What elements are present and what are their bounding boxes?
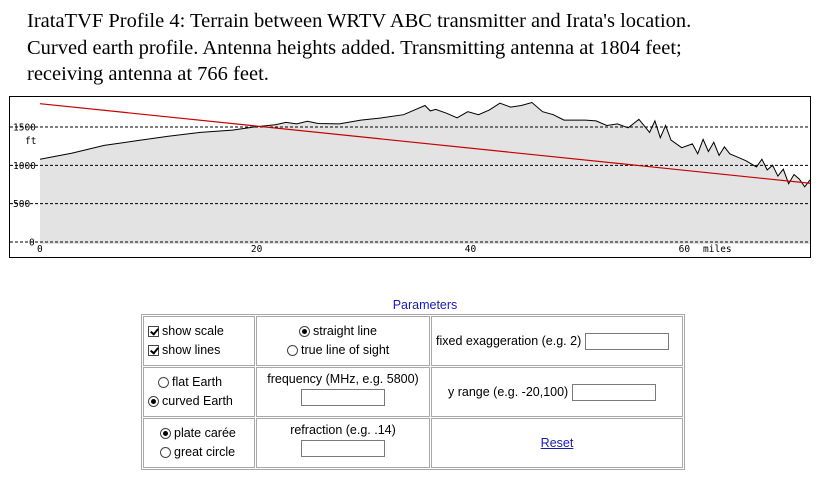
heading-line-3: receiving antenna at 766 feet. [27, 63, 269, 85]
show-lines-check-icon[interactable] [148, 345, 159, 356]
earth-model-cell: flat Earth curved Earth [143, 367, 255, 417]
reset-link[interactable]: Reset [540, 436, 574, 450]
x-axis-unit-label: miles [703, 244, 732, 255]
y-tick-label-0: 0 [29, 238, 35, 249]
fixed-exaggeration-input[interactable] [584, 332, 669, 350]
show-lines-checkbox[interactable]: show lines [148, 341, 250, 360]
straight-line-radio[interactable]: straight line [261, 322, 425, 341]
great-circle-label: great circle [174, 445, 236, 459]
straight-line-radio-icon[interactable] [299, 326, 310, 337]
flat-earth-label: flat Earth [172, 375, 223, 389]
refraction-input[interactable] [301, 440, 385, 457]
great-circle-radio[interactable]: great circle [148, 443, 250, 462]
y-tick-label-1500: 1500 [13, 123, 36, 134]
show-lines-label: show lines [162, 343, 221, 357]
frequency-label: frequency (MHz, e.g. 5800) [267, 372, 419, 386]
scale-options-cell: show scale show lines [143, 316, 255, 366]
true-los-label: true line of sight [301, 343, 390, 357]
plate-caree-label: plate carée [174, 426, 236, 440]
refraction-label: refraction (e.g. .14) [290, 423, 396, 437]
reset-cell: Reset [431, 418, 683, 468]
fixed-exaggeration-label: fixed exaggeration (e.g. 2) [436, 333, 582, 348]
y-range-cell: y range (e.g. -20,100) [431, 367, 683, 417]
plate-caree-radio-icon[interactable] [160, 428, 171, 439]
parameters-title: Parameters [392, 298, 458, 312]
straight-line-label: straight line [313, 324, 377, 338]
show-scale-checkbox[interactable]: show scale [148, 322, 250, 341]
terrain-profile-svg: 500 1000 1500 ft 00 20 40 60 miles [10, 101, 810, 255]
y-axis-unit-label: ft [25, 136, 36, 147]
projection-cell: plate carée great circle [143, 418, 255, 468]
x-tick-label-60: 60 [679, 244, 691, 255]
y-range-label: y range (e.g. -20,100) [448, 384, 569, 399]
heading-line-2: Curved earth profile. Antenna heights ad… [27, 36, 682, 59]
y-range-input[interactable] [571, 383, 656, 401]
y-tick-label-500: 500 [13, 199, 30, 210]
terrain-outline [39, 101, 810, 188]
flat-earth-radio[interactable]: flat Earth [148, 373, 250, 392]
frequency-input[interactable] [301, 389, 385, 406]
terrain-area [40, 102, 810, 244]
parameters-table: show scale show lines straight line true… [141, 314, 685, 470]
plate-caree-radio[interactable]: plate carée [148, 424, 250, 443]
true-los-radio-icon[interactable] [287, 345, 298, 356]
terrain-profile-chart: 500 1000 1500 ft 0 0 20 40 60 miles [9, 96, 811, 258]
true-los-radio[interactable]: true line of sight [261, 341, 425, 360]
curved-earth-radio[interactable]: curved Earth [148, 392, 250, 411]
refraction-cell: refraction (e.g. .14) [256, 418, 430, 468]
page-heading: IrataTVF Profile 4: Terrain between WRTV… [27, 8, 812, 88]
line-type-cell: straight line true line of sight [256, 316, 430, 366]
frequency-cell: frequency (MHz, e.g. 5800) [256, 367, 430, 417]
great-circle-radio-icon[interactable] [160, 447, 171, 458]
x-tick-label-40: 40 [465, 244, 477, 255]
show-scale-label: show scale [162, 324, 224, 338]
curved-earth-radio-icon[interactable] [148, 396, 159, 407]
show-scale-check-icon[interactable] [148, 326, 159, 337]
flat-earth-radio-icon[interactable] [158, 377, 169, 388]
x-tick-label-20: 20 [251, 244, 263, 255]
curved-earth-label: curved Earth [162, 394, 233, 408]
y-tick-label-1000: 1000 [13, 161, 36, 172]
exaggeration-cell: fixed exaggeration (e.g. 2) [431, 316, 683, 366]
line-of-sight [39, 103, 810, 184]
heading-line-1: IrataTVF Profile 4: Terrain between WRTV… [27, 10, 692, 32]
x-tick-label-0: 0 [37, 244, 43, 255]
